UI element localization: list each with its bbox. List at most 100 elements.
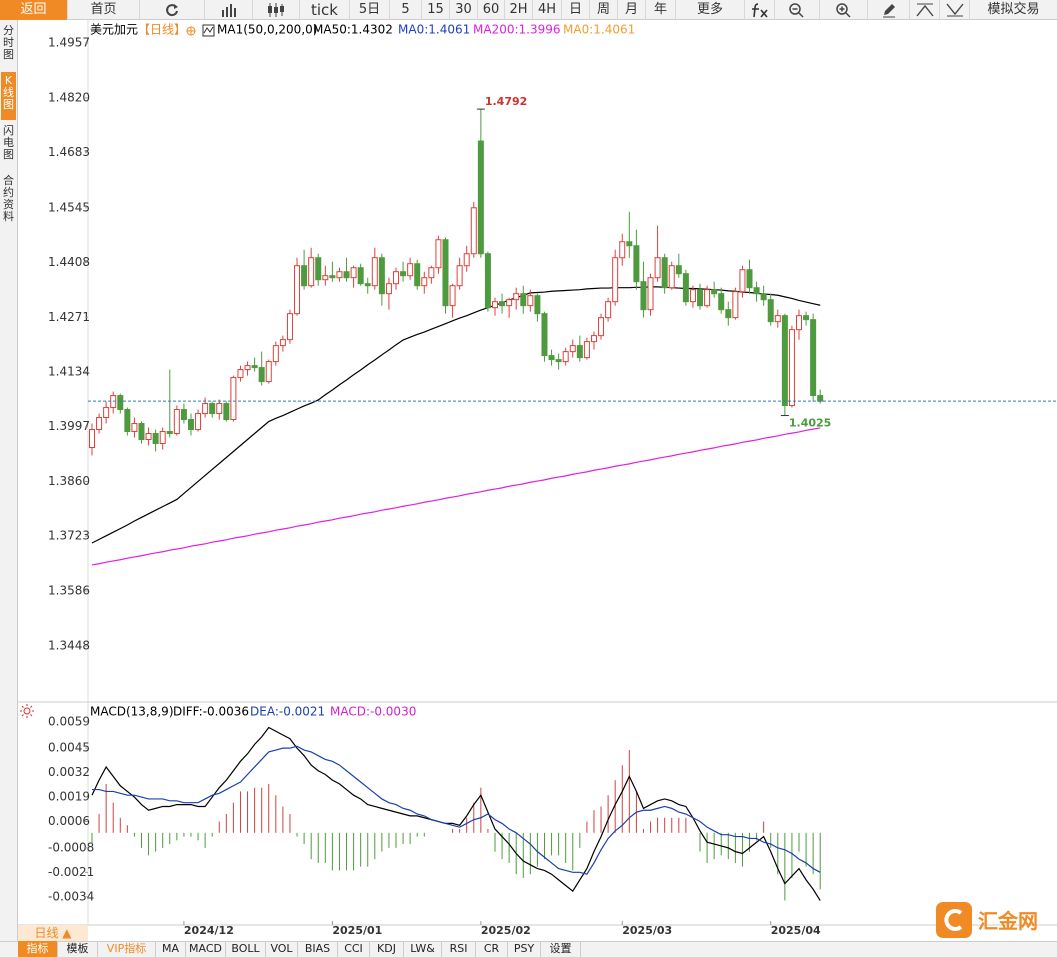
y-tick-label: -0.0008 — [48, 840, 94, 854]
candle-body — [760, 293, 767, 301]
legend-entry: MA0:1.4061 — [563, 23, 635, 37]
sidebar-tab[interactable]: 分时图 — [3, 24, 14, 61]
refresh-button[interactable] — [140, 0, 205, 20]
x-tick-label: 2025/04 — [771, 924, 821, 937]
candle-body — [237, 369, 244, 379]
tick-button[interactable]: tick — [300, 0, 350, 20]
candle-body — [103, 407, 110, 419]
period-button[interactable]: 月 — [618, 0, 646, 20]
zoom-in-icon — [835, 3, 851, 18]
tab[interactable]: MA — [156, 941, 186, 957]
candle-body — [421, 277, 428, 287]
more-button[interactable]: 更多 — [676, 0, 745, 20]
candle-button[interactable] — [253, 0, 300, 20]
tab[interactable]: 设置 — [541, 941, 581, 957]
candle-body — [569, 345, 576, 353]
tab[interactable]: 模板 — [58, 941, 98, 957]
sidebar-tab[interactable]: 合约资料 — [3, 174, 14, 223]
period-button[interactable]: 年 — [646, 0, 676, 20]
tab[interactable]: MACD — [186, 941, 226, 957]
candle-body — [385, 283, 392, 295]
home-button[interactable]: 首页 — [68, 0, 140, 20]
tab[interactable]: KDJ — [370, 941, 404, 957]
timeframe-button[interactable]: 日线 ▲ — [18, 925, 88, 941]
candle-body — [548, 355, 555, 361]
candle-body — [640, 281, 647, 311]
candle-body — [216, 403, 223, 415]
period-button[interactable]: 4H — [533, 0, 562, 20]
candle-body — [400, 271, 407, 277]
sidebar-tab[interactable]: 闪电图 — [3, 124, 14, 161]
y-tick-label: 1.4683 — [48, 145, 90, 159]
candle-body — [251, 365, 258, 369]
up-icon — [915, 3, 934, 17]
y-tick-label: 1.3860 — [48, 474, 90, 488]
tab[interactable]: VOL — [266, 941, 298, 957]
zoom-in-button[interactable] — [820, 0, 868, 20]
period-button[interactable]: 5日 — [350, 0, 390, 20]
candle-body — [612, 257, 619, 303]
tab[interactable]: PSY — [508, 941, 541, 957]
tab-vip[interactable]: VIP指标 — [98, 941, 156, 957]
tab-active[interactable]: 指标 — [18, 941, 58, 957]
formula-button[interactable] — [745, 0, 775, 20]
candle-body — [774, 315, 781, 323]
candle-body — [209, 403, 216, 415]
period-button[interactable]: 日 — [562, 0, 590, 20]
period-button[interactable]: 30 — [450, 0, 478, 20]
sidebar-tab-active[interactable]: K线图 — [1, 72, 16, 120]
logo: 汇金网 — [936, 902, 1052, 938]
candle-body — [541, 313, 548, 357]
candle-body — [166, 431, 173, 435]
candle-body — [322, 275, 329, 281]
candle-body — [576, 345, 583, 359]
candle-body — [131, 423, 138, 433]
candle-body — [796, 315, 802, 331]
candle-body — [619, 241, 626, 259]
period-label: 【日线】 — [138, 23, 186, 37]
candle-body — [89, 429, 95, 448]
x-tick-label: 2024/12 — [184, 924, 234, 937]
candle-body — [223, 403, 230, 421]
refresh-icon — [166, 4, 178, 17]
candle-body — [357, 267, 364, 285]
x-tick-label: 2025/01 — [332, 924, 382, 937]
tab[interactable]: RSI — [442, 941, 476, 957]
ma-line — [91, 427, 821, 566]
back-button[interactable]: 返回 — [0, 0, 68, 20]
candle-body — [180, 409, 187, 421]
tab[interactable]: BIAS — [298, 941, 338, 957]
period-button[interactable]: 2H — [505, 0, 533, 20]
period-button[interactable]: 5 — [390, 0, 422, 20]
period-button[interactable]: 15 — [422, 0, 450, 20]
period-button[interactable]: 周 — [590, 0, 618, 20]
y-tick-label: 0.0045 — [48, 741, 90, 755]
candle-body — [682, 273, 689, 303]
tab[interactable]: BOLL — [226, 941, 266, 957]
line-chart-button[interactable] — [205, 0, 253, 20]
candle-body — [704, 289, 711, 307]
zoom-out-button[interactable] — [775, 0, 820, 20]
candle-body — [725, 309, 732, 319]
candle-body — [350, 267, 357, 279]
candle-body — [803, 315, 810, 321]
tab[interactable]: LW& — [404, 941, 442, 957]
candle-body — [753, 287, 760, 295]
candle-body — [449, 285, 456, 307]
draw-button[interactable] — [868, 0, 910, 20]
down-button[interactable] — [940, 0, 970, 20]
candle-body — [442, 239, 449, 307]
tab[interactable]: CCI — [338, 941, 370, 957]
candle-body — [428, 267, 435, 279]
candle-body — [626, 241, 633, 247]
simulate-button[interactable]: 模拟交易 — [987, 2, 1040, 17]
tab[interactable]: CR — [476, 941, 508, 957]
up-button[interactable] — [910, 0, 940, 20]
y-tick-label: 0.0059 — [48, 714, 90, 728]
bottom-tabs — [0, 941, 1057, 957]
down-icon — [945, 3, 964, 17]
macd-title: MACD(13,8,9) — [90, 705, 174, 719]
period-button[interactable]: 60 — [478, 0, 505, 20]
extreme-label: 1.4025 — [789, 417, 831, 430]
